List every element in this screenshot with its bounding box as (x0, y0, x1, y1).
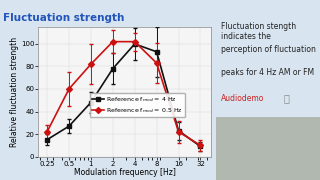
Text: Fluctuation stength indicates the: Fluctuation stength indicates the (221, 22, 296, 41)
Legend: Reference f$_{mod}$ = 4 Hz, Reference f$_{mod}$ = 0.5 Hz: Reference f$_{mod}$ = 4 Hz, Reference f$… (90, 93, 185, 117)
Y-axis label: Relative fluctuation strength: Relative fluctuation strength (10, 37, 19, 147)
Text: 🔊: 🔊 (284, 94, 290, 104)
Text: Fluctuation strength: Fluctuation strength (3, 13, 124, 23)
Text: peaks for 4 Hz AM or FM: peaks for 4 Hz AM or FM (221, 68, 314, 77)
Text: perception of fluctuation  which: perception of fluctuation which (221, 45, 320, 54)
Bar (216, 117, 320, 180)
X-axis label: Modulation frequency [Hz]: Modulation frequency [Hz] (74, 168, 176, 177)
Text: Audiodemo: Audiodemo (221, 94, 265, 103)
